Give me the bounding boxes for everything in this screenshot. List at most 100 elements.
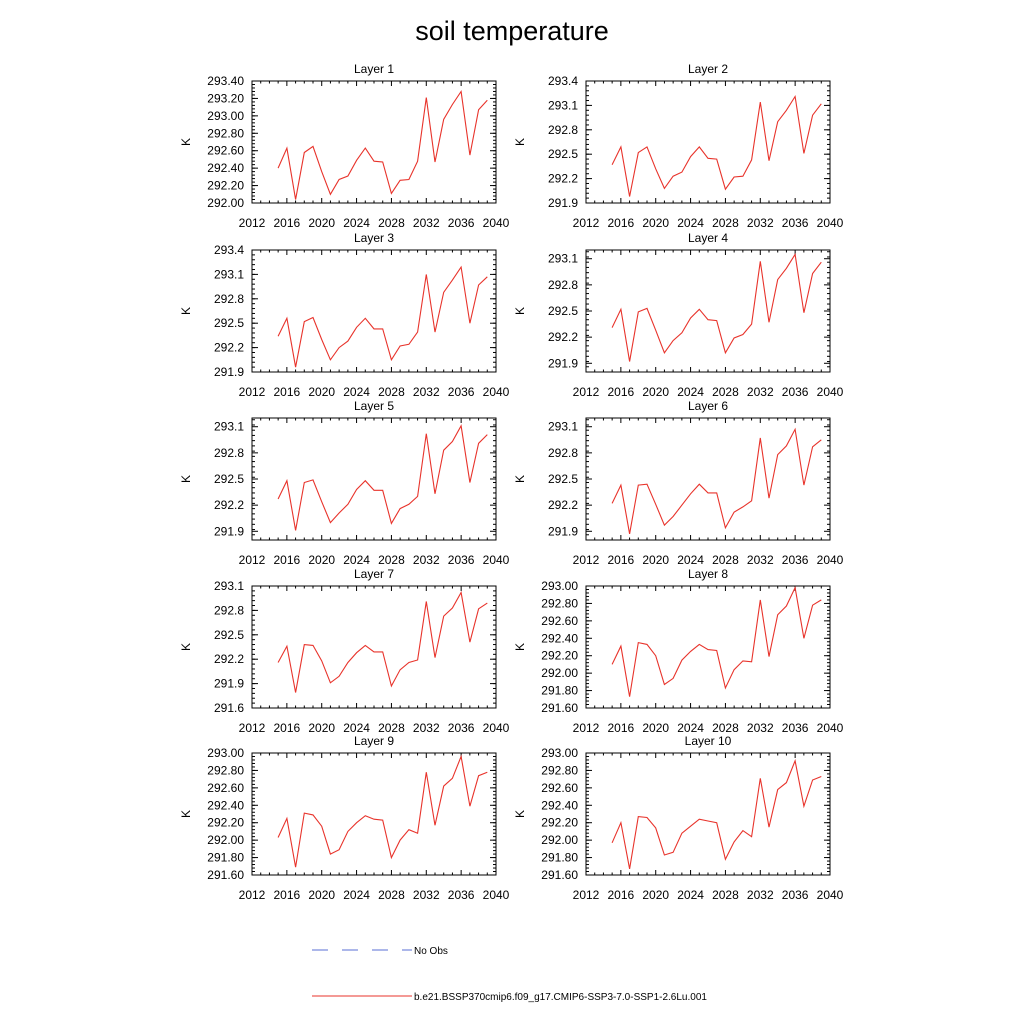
- layer-10-panel: Layer 10 2012 2016 2020 2024 2028 2032 2036 2040…: [513, 734, 844, 902]
- layer-7-ytick-label: 293.1: [214, 579, 244, 593]
- layer-5-xtick-label: 2016: [274, 553, 301, 567]
- layer-9-ytick-label: 291.80: [207, 851, 244, 865]
- layer-2-xtick-label: 2032: [747, 216, 774, 230]
- layer-4-xtick-label: 2016: [608, 385, 635, 399]
- layer-5-ylabel: K: [179, 475, 193, 483]
- layer-8-ytick-label: 292.00: [541, 666, 578, 680]
- layer-5-xtick-label: 2028: [378, 553, 405, 567]
- layer-3-ylabel: K: [179, 307, 193, 315]
- layer-5-xtick-label: 2012: [239, 553, 266, 567]
- layer-2-xtick-label: 2016: [608, 216, 635, 230]
- layer-3-xtick-label: 2020: [308, 385, 335, 399]
- layer-4-xtick-label: 2020: [642, 385, 669, 399]
- layer-2-ytick-label: 292.2: [548, 172, 578, 186]
- layer-10-xtick-label: 2036: [782, 888, 809, 902]
- layer-3-ytick-label: 293.1: [214, 267, 244, 281]
- layer-10-ytick-label: 292.80: [541, 763, 578, 777]
- layer-1-xtick-label: 2016: [274, 216, 301, 230]
- legend-label-no-obs: No Obs: [414, 946, 448, 957]
- layer-9-ytick-label: 292.80: [207, 763, 244, 777]
- layer-10-xtick-label: 2016: [608, 888, 635, 902]
- layer-3-panel: Layer 3 2012 2016 2020 2024 2028 2032 2036 2040 2…: [179, 231, 510, 399]
- layer-8-frame: [585, 585, 831, 709]
- layer-8-series-line: [611, 585, 822, 697]
- layer-1-xtick-label: 2040: [483, 216, 510, 230]
- layer-4-ytick-label: 293.1: [548, 252, 578, 266]
- layer-1-ytick-label: 292.80: [207, 126, 244, 140]
- layer-7-xtick-label: 2020: [308, 721, 335, 735]
- layer-8-ylabel: K: [513, 643, 527, 651]
- layer-3-ytick-label: 293.4: [214, 243, 244, 257]
- layer-9-title: Layer 9: [354, 734, 394, 748]
- layer-1-xtick-label: 2020: [308, 216, 335, 230]
- layer-9-xtick-label: 2028: [378, 888, 405, 902]
- layer-10-ytick-label: 291.60: [541, 868, 578, 882]
- layer-10-title: Layer 10: [685, 734, 732, 748]
- layer-5-xtick-label: 2020: [308, 553, 335, 567]
- layer-10-xtick-label: 2024: [677, 888, 704, 902]
- layer-2-ytick-label: 291.9: [548, 196, 578, 210]
- layer-8-panel: Layer 8 2012 2016 2020 2024 2028 2032 2036 2040 2…: [513, 567, 844, 735]
- layer-10-ytick-label: 293.00: [541, 746, 578, 760]
- layer-10-xtick-label: 2040: [817, 888, 844, 902]
- layer-8-ytick-label: 292.60: [541, 614, 578, 628]
- layer-7-ytick-label: 291.9: [214, 677, 244, 691]
- layer-1-ytick-label: 293.20: [207, 91, 244, 105]
- layer-3-xtick-label: 2024: [343, 385, 370, 399]
- layer-10-xtick-label: 2028: [712, 888, 739, 902]
- layer-9-xtick-label: 2040: [483, 888, 510, 902]
- layer-9-ytick-label: 292.60: [207, 781, 244, 795]
- layer-8-ytick-label: 292.80: [541, 596, 578, 610]
- layer-2-ytick-label: 293.4: [548, 74, 578, 88]
- layer-3-frame: [251, 249, 497, 373]
- panels: Layer 1 2012 2016 2020 2024 2028 2032 2036 2040 2…: [179, 62, 844, 902]
- layer-1-ytick-label: 293.40: [207, 74, 244, 88]
- layer-10-ytick-label: 292.20: [541, 816, 578, 830]
- layer-3-xtick-label: 2036: [448, 385, 475, 399]
- layer-3-xtick-label: 2040: [483, 385, 510, 399]
- layer-6-ytick-label: 291.9: [548, 524, 578, 538]
- layer-4-ytick-label: 292.2: [548, 330, 578, 344]
- layer-7-series-line: [277, 590, 488, 693]
- layer-1-xtick-label: 2028: [378, 216, 405, 230]
- layer-1-ylabel: K: [179, 138, 193, 146]
- layer-5-xtick-label: 2040: [483, 553, 510, 567]
- layer-1-title: Layer 1: [354, 62, 394, 76]
- layer-9-ytick-label: 293.00: [207, 746, 244, 760]
- layer-1-xtick-label: 2024: [343, 216, 370, 230]
- layer-2-panel: Layer 2 2012 2016 2020 2024 2028 2032 2036 2040 2…: [513, 62, 844, 230]
- layer-8-ytick-label: 291.80: [541, 684, 578, 698]
- layer-4-series-line: [611, 252, 822, 362]
- layer-7-xtick-label: 2036: [448, 721, 475, 735]
- layer-4-ytick-label: 292.5: [548, 304, 578, 318]
- layer-6-panel: Layer 6 2012 2016 2020 2024 2028 2032 2036 2040 2…: [513, 399, 844, 567]
- layer-9-ytick-label: 291.60: [207, 868, 244, 882]
- layer-6-xtick-label: 2032: [747, 553, 774, 567]
- layer-6-ytick-label: 292.2: [548, 498, 578, 512]
- layer-9-ytick-label: 292.00: [207, 833, 244, 847]
- layer-7-frame: [251, 585, 497, 709]
- layer-8-xtick-label: 2024: [677, 721, 704, 735]
- layer-4-ytick-label: 292.8: [548, 278, 578, 292]
- layer-9-xtick-label: 2036: [448, 888, 475, 902]
- layer-6-xtick-label: 2024: [677, 553, 704, 567]
- figure-title: soil temperature: [415, 16, 609, 46]
- layer-5-frame: [251, 417, 497, 541]
- layer-7-ytick-label: 291.6: [214, 701, 244, 715]
- layer-5-xtick-label: 2036: [448, 553, 475, 567]
- layer-5-title: Layer 5: [354, 399, 394, 413]
- layer-9-xtick-label: 2024: [343, 888, 370, 902]
- layer-2-ylabel: K: [513, 138, 527, 146]
- layer-5-ytick-label: 292.2: [214, 498, 244, 512]
- layer-7-xtick-label: 2028: [378, 721, 405, 735]
- layer-2-xtick-label: 2020: [642, 216, 669, 230]
- layer-3-ytick-label: 292.2: [214, 341, 244, 355]
- layer-7-ylabel: K: [179, 643, 193, 651]
- layer-8-xtick-label: 2012: [573, 721, 600, 735]
- legend: No Obs b.e21.BSSP370cmip6.f09_g17.CMIP6-…: [312, 946, 707, 1003]
- layer-9-panel: Layer 9 2012 2016 2020 2024 2028 2032 2036 2040 2…: [179, 734, 510, 902]
- layer-4-xtick-label: 2036: [782, 385, 809, 399]
- layer-3-xtick-label: 2016: [274, 385, 301, 399]
- layer-6-xtick-label: 2040: [817, 553, 844, 567]
- layer-8-ytick-label: 292.20: [541, 649, 578, 663]
